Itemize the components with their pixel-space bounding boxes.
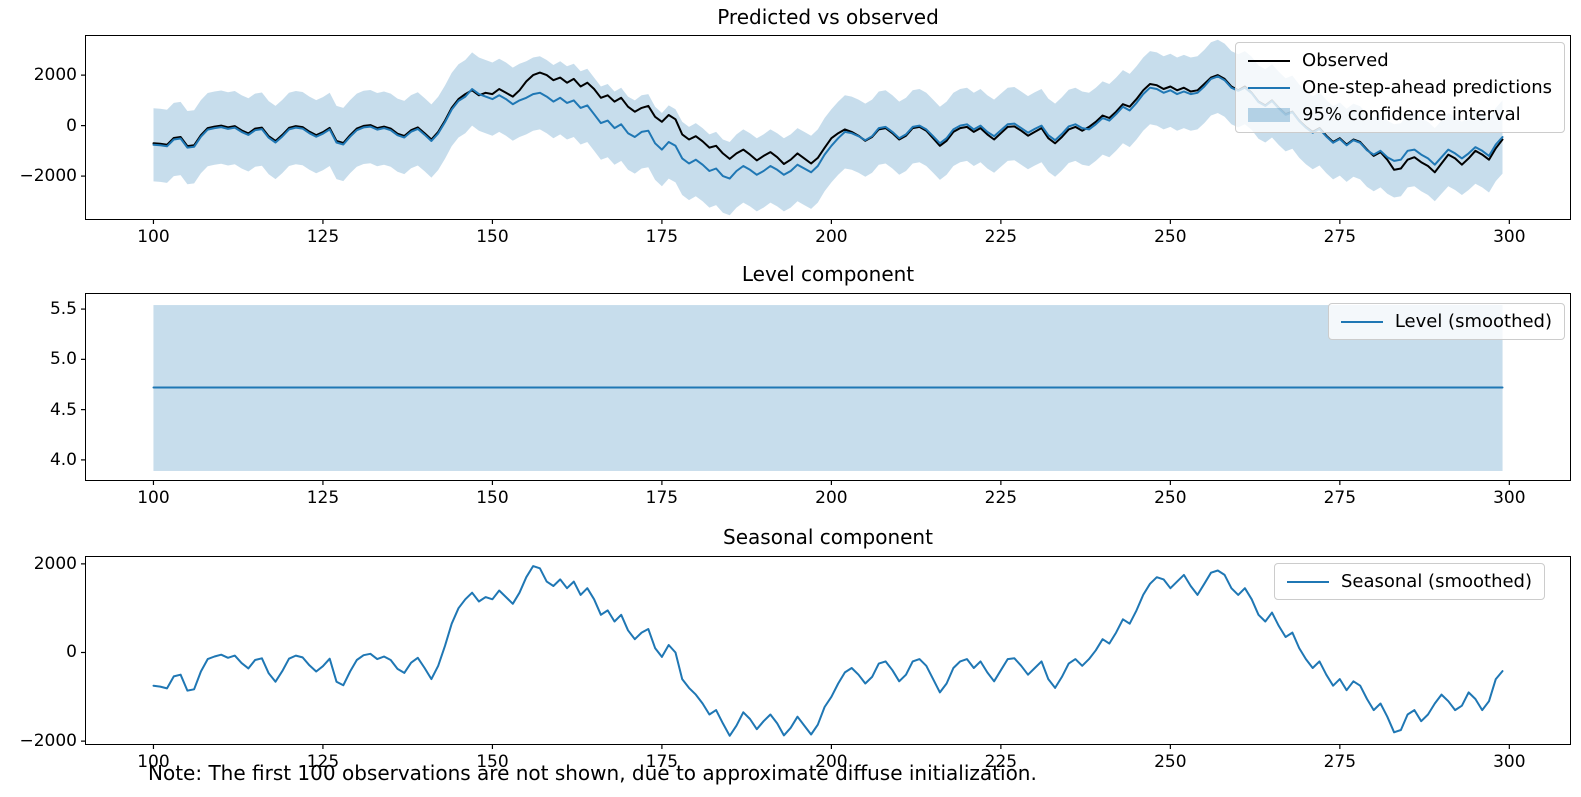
plot-1: Observed One-step-ahead predictions 95% …: [19, 35, 1571, 247]
plot-2: Level (smoothed) 100 125 150 175 200 225 250 27…: [50, 293, 1571, 508]
x-tick-label: 250: [1154, 227, 1187, 247]
prediction-line-swatch: [1248, 86, 1291, 89]
y-tick-label: −2000: [19, 166, 77, 187]
plot2-title: Level component: [741, 262, 915, 286]
plot2-legend: Level (smoothed): [1327, 303, 1565, 340]
legend-item-level: Level (smoothed): [1340, 311, 1552, 332]
x-tick-label: 200: [815, 752, 848, 772]
x-tick-label: 300: [1493, 488, 1526, 508]
y-tick-label: 5.5: [49, 299, 77, 320]
x-tick-label: 225: [984, 227, 1018, 247]
y-tick-label: 2000: [33, 65, 77, 86]
legend-label: 95% confidence interval: [1302, 104, 1521, 125]
plot-canvas: [81, 563, 1510, 749]
x-tick-label: 150: [476, 752, 509, 772]
x-tick-label: 250: [1154, 752, 1187, 772]
plot-3: Seasonal (smoothed) 100 125 150 175 200 225 25…: [19, 554, 1571, 772]
x-tick-label: 175: [645, 488, 679, 508]
y-tick-label: 0: [66, 642, 77, 663]
x-tick-label: 125: [306, 488, 340, 508]
confidence-band-swatch: [1248, 107, 1291, 122]
legend-label: One-step-ahead predictions: [1302, 77, 1552, 98]
x-tick-label: 225: [984, 488, 1018, 508]
plot3-title: Seasonal component: [723, 525, 933, 549]
legend-label: Level (smoothed): [1394, 311, 1552, 332]
x-tick-label: 275: [1323, 488, 1357, 508]
x-tick-label: 250: [1154, 488, 1187, 508]
x-tick-label: 150: [476, 488, 509, 508]
legend-label: Seasonal (smoothed): [1340, 571, 1532, 592]
y-tick-label: 0: [66, 115, 77, 136]
x-tick-label: 125: [306, 227, 340, 247]
plot3-legend: Seasonal (smoothed): [1273, 563, 1545, 600]
plot1-legend: Observed One-step-ahead predictions 95% …: [1235, 42, 1565, 133]
x-tick-label: 275: [1323, 752, 1357, 772]
y-tick-label: 4.0: [49, 449, 77, 470]
y-tick-label: 4.5: [49, 399, 77, 420]
level-line-swatch: [1340, 320, 1383, 323]
x-tick-label: 275: [1323, 227, 1357, 247]
observed-line-swatch: [1248, 59, 1291, 62]
confidence-band: [153, 39, 1503, 216]
x-tick-label: 100: [137, 227, 170, 247]
x-tick-label: 300: [1493, 227, 1526, 247]
x-tick-label: 200: [815, 488, 848, 508]
x-tick-label: 125: [306, 752, 340, 772]
x-tick-label: 300: [1493, 752, 1526, 772]
y-tick-label: 2000: [33, 553, 77, 574]
plot1-title: Predicted vs observed: [717, 5, 939, 29]
x-tick-label: 175: [645, 752, 679, 772]
legend-item-confidence: 95% confidence interval: [1248, 104, 1552, 125]
plot-canvas: [81, 305, 1510, 485]
y-tick-label: −2000: [19, 731, 77, 752]
x-tick-label: 225: [984, 752, 1018, 772]
x-tick-label: 100: [137, 488, 170, 508]
legend-item-seasonal: Seasonal (smoothed): [1286, 571, 1532, 592]
x-tick-label: 175: [645, 227, 679, 247]
x-tick-label: 200: [815, 227, 848, 247]
x-tick-label: 150: [476, 227, 509, 247]
x-tick-label: 100: [137, 752, 170, 772]
legend-item-observed: Observed: [1248, 50, 1552, 71]
figure-note: Note: The first 100 observations are not…: [148, 761, 1037, 785]
seasonal-smoothed--line: [152, 565, 1504, 737]
legend-item-predictions: One-step-ahead predictions: [1248, 77, 1552, 98]
legend-label: Observed: [1302, 50, 1389, 71]
seasonal-line-swatch: [1286, 580, 1329, 583]
y-tick-label: 5.0: [49, 349, 77, 370]
